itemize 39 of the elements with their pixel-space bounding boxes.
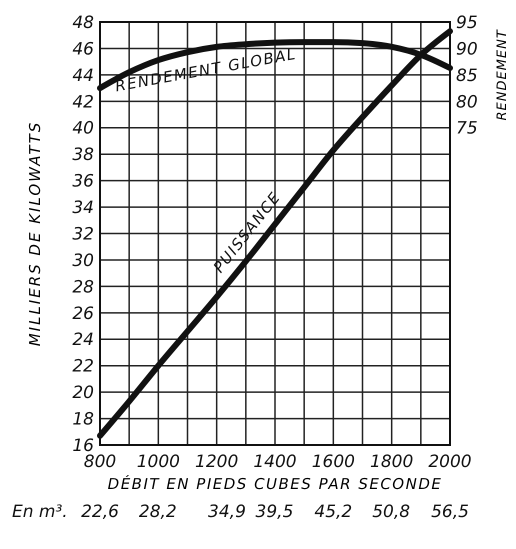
y-tick-label: 38 bbox=[72, 145, 94, 166]
y-tick-label: 42 bbox=[72, 92, 94, 112]
y-tick-label: 18 bbox=[72, 410, 94, 430]
y2-tick-label: 90 bbox=[456, 39, 478, 60]
x2-tick-label: 22,6 bbox=[81, 502, 120, 522]
x-tick-label: 1000 bbox=[136, 452, 180, 472]
x2-tick-label: 34,9 bbox=[208, 502, 246, 522]
x-tick-label: 1600 bbox=[312, 452, 355, 472]
y-tick-label: 22 bbox=[72, 356, 94, 377]
y-tick-label: 24 bbox=[72, 330, 94, 350]
y-tick-label: 28 bbox=[72, 277, 94, 298]
y2-tick-label: 75 bbox=[456, 118, 478, 139]
x2-axis-title: En m³. bbox=[12, 502, 68, 522]
y2-tick-label: 80 bbox=[456, 92, 478, 112]
x2-tick-label: 28,2 bbox=[138, 502, 177, 522]
x-tick-label: 800 bbox=[84, 452, 116, 472]
x2-tick-label: 45,2 bbox=[314, 502, 352, 522]
y-tick-label: 20 bbox=[72, 383, 94, 404]
y-tick-label: 40 bbox=[72, 118, 94, 139]
y-tick-label: 32 bbox=[72, 224, 94, 244]
x2-tick-label: 56,5 bbox=[431, 502, 469, 522]
x-tick-label: 2000 bbox=[428, 452, 472, 472]
y-tick-label: 26 bbox=[72, 304, 94, 324]
x2-tick-label: 50,8 bbox=[372, 502, 410, 522]
y2-tick-label: 85 bbox=[456, 66, 478, 86]
x-tick-label: 1800 bbox=[370, 452, 414, 472]
y-tick-label: 30 bbox=[72, 250, 94, 271]
y2-axis-title: RENDEMENT bbox=[495, 29, 510, 121]
y-tick-label: 48 bbox=[72, 12, 94, 33]
y-tick-label: 34 bbox=[72, 198, 94, 218]
y2-tick-label: 95 bbox=[456, 12, 478, 33]
y-tick-label: 36 bbox=[72, 172, 94, 192]
y-tick-label: 44 bbox=[72, 66, 94, 86]
x2-tick-label: 39,5 bbox=[256, 502, 294, 522]
y-tick-label: 46 bbox=[72, 39, 94, 60]
x-axis-title: DÉBIT EN PIEDS CUBES PAR SECONDE bbox=[108, 475, 442, 493]
x-tick-label: 1200 bbox=[195, 452, 238, 472]
x-tick-label: 1400 bbox=[253, 452, 297, 472]
y-axis-title: MILLIERS DE KILOWATTS bbox=[26, 120, 44, 346]
